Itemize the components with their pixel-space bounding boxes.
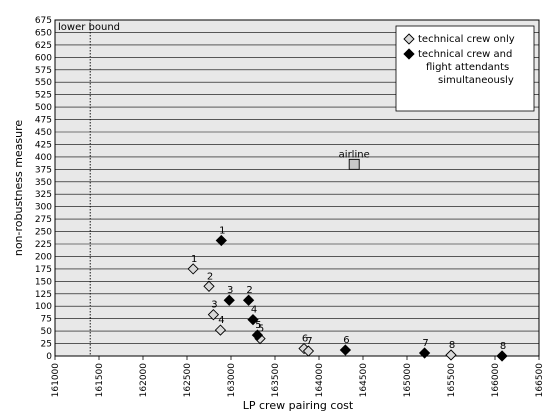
y-tick-label-2: 50 — [41, 327, 53, 337]
legend-label-joint: technical crew and flight attendants sim… — [418, 49, 516, 86]
legend-marker-technical-icon — [403, 33, 415, 45]
point-technical-2 — [203, 280, 215, 292]
y-tick-labels: 0 25 50 75 100 125 150 175 200 225 250 275 300 325 350… — [35, 16, 52, 362]
x-tick-label-7: 164500 — [359, 363, 369, 398]
x-tick-label-2: 162000 — [139, 363, 149, 398]
point-label-joint-3: 3 — [227, 285, 233, 296]
y-tick-label-3: 75 — [41, 315, 52, 325]
y-tick-label-16: 400 — [35, 153, 52, 163]
point-label-technical-4: 4 — [218, 315, 224, 326]
point-joint-3 — [223, 294, 235, 306]
y-tick-label-21: 525 — [35, 91, 52, 101]
y-tick-label-4: 100 — [35, 302, 52, 312]
y-tick-label-14: 350 — [35, 178, 52, 188]
airline-square — [348, 158, 360, 170]
y-tick-label-5: 125 — [35, 290, 52, 300]
point-technical-7 — [302, 345, 315, 357]
x-tick-label-0: 161000 — [51, 363, 61, 398]
lower-bound-label: lower bound — [58, 22, 120, 33]
x-tick-label-5: 163500 — [271, 363, 281, 398]
point-label-technical-5: 5 — [258, 324, 264, 335]
x-tick-label-10: 166000 — [491, 363, 501, 398]
y-tick-label-10: 250 — [35, 228, 52, 238]
legend-label-joint-line2: flight attendants — [426, 62, 509, 73]
y-tick-label-22: 550 — [35, 78, 52, 88]
point-label-technical-6: 6 — [302, 334, 308, 345]
y-tick-label-1: 25 — [41, 340, 52, 350]
legend-box — [395, 25, 535, 112]
legend-label-joint-line1: technical crew and — [418, 49, 512, 60]
point-joint-6 — [339, 344, 352, 356]
legend-marker-joint-icon — [403, 48, 415, 60]
x-tick-labels: 161000 161500 162000 162500 163000 163500 1640… — [51, 356, 545, 397]
x-tick-label-1: 161500 — [95, 363, 105, 398]
y-tick-label-8: 200 — [35, 252, 52, 262]
y-tick-label-12: 300 — [35, 203, 52, 213]
point-label-joint-7: 7 — [422, 338, 428, 349]
y-tick-label-9: 225 — [35, 240, 52, 250]
y-tick-label-7: 175 — [35, 265, 52, 275]
point-label-technical-7: 7 — [306, 336, 312, 347]
y-tick-label-0: 0 — [46, 352, 52, 362]
point-label-joint-6: 6 — [343, 335, 349, 346]
y-tick-label-6: 150 — [35, 277, 52, 287]
y-axis-title: non-robustness measure — [12, 120, 25, 257]
point-technical-3 — [207, 309, 220, 321]
point-technical-1 — [187, 263, 199, 275]
point-technical-8 — [445, 349, 457, 361]
annotations: airline lower bound — [58, 20, 370, 356]
point-label-joint-1: 1 — [219, 226, 225, 237]
y-tick-label-11: 275 — [35, 215, 52, 225]
airline-label: airline — [339, 149, 370, 160]
y-tick-label-13: 325 — [35, 190, 52, 200]
x-axis-title: LP crew pairing cost — [243, 399, 354, 412]
y-tick-label-19: 475 — [35, 116, 52, 126]
point-label-technical-2: 2 — [207, 271, 213, 282]
x-tick-label-3: 162500 — [183, 363, 193, 398]
point-joint-4 — [247, 314, 259, 326]
y-tick-label-15: 375 — [35, 165, 52, 175]
y-tick-label-26: 650 — [35, 28, 52, 38]
point-joint-5 — [251, 329, 264, 341]
point-label-technical-3: 3 — [211, 300, 217, 311]
y-tick-label-24: 600 — [35, 53, 52, 63]
y-tick-label-18: 450 — [35, 128, 52, 138]
legend: technical crew only technical crew and f… — [395, 25, 535, 112]
y-tick-label-17: 425 — [35, 140, 52, 150]
legend-label-technical: technical crew only — [418, 34, 515, 45]
point-label-technical-8: 8 — [449, 340, 455, 351]
point-joint-8 — [496, 350, 508, 362]
point-joint-2 — [242, 294, 255, 306]
legend-label-joint-line3: simultaneously — [438, 75, 514, 86]
y-tick-label-23: 575 — [35, 66, 52, 76]
gridlines — [55, 19, 539, 344]
x-tick-label-11: 166500 — [535, 363, 545, 398]
y-tick-label-27: 675 — [35, 16, 52, 26]
point-label-joint-2: 2 — [246, 285, 252, 296]
x-tick-label-4: 163000 — [227, 363, 237, 398]
y-tick-label-20: 500 — [35, 103, 52, 113]
x-tick-label-6: 164000 — [315, 363, 325, 398]
point-label-technical-1: 1 — [191, 254, 197, 265]
x-tick-label-9: 165500 — [447, 363, 457, 398]
point-label-joint-8: 8 — [500, 341, 506, 352]
point-joint-7 — [418, 347, 431, 359]
point-technical-4 — [214, 324, 227, 336]
point-label-joint-4: 4 — [251, 305, 257, 316]
x-tick-label-8: 165000 — [403, 363, 413, 398]
y-tick-label-25: 625 — [35, 41, 52, 51]
point-joint-1 — [215, 234, 227, 247]
point-label-joint-5: 5 — [255, 320, 261, 331]
